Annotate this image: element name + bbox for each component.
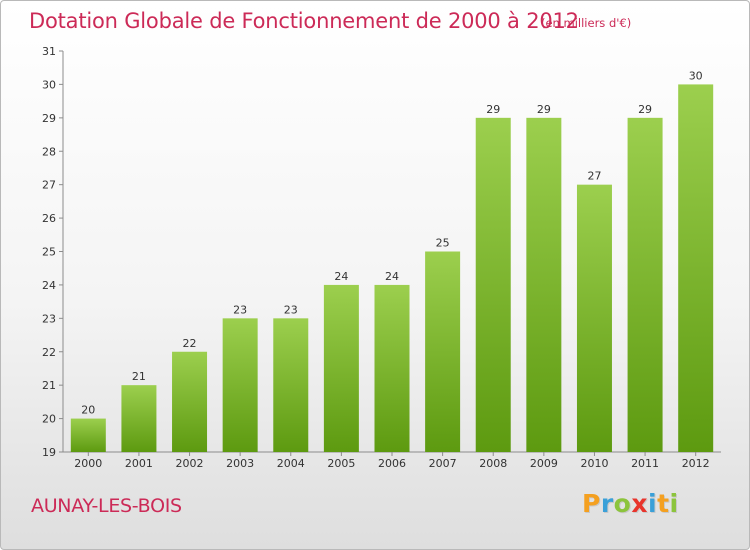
bar <box>172 351 208 452</box>
x-tick-label: 2007 <box>429 457 457 470</box>
logo-letter: r <box>600 489 614 518</box>
x-tick-label: 2004 <box>277 457 305 470</box>
x-tick-label: 2001 <box>125 457 153 470</box>
logo-letter: t <box>657 489 670 518</box>
data-label: 29 <box>537 103 551 116</box>
logo-letter: x <box>631 489 648 518</box>
x-tick-label: 2006 <box>378 457 406 470</box>
data-label: 24 <box>334 270 348 283</box>
bar <box>273 318 309 452</box>
bar <box>70 418 106 452</box>
data-label: 23 <box>284 303 298 316</box>
data-label: 23 <box>233 303 247 316</box>
bar <box>576 184 612 452</box>
y-tick-label: 30 <box>42 78 56 91</box>
data-label: 30 <box>689 69 703 82</box>
bar <box>678 84 714 453</box>
data-label: 22 <box>183 337 197 350</box>
data-label: 27 <box>587 170 601 183</box>
y-tick-label: 21 <box>42 379 56 392</box>
x-tick-label: 2002 <box>176 457 204 470</box>
proxiti-logo: Proxiti <box>582 489 679 518</box>
chart-units: (en milliers d'€) <box>541 16 632 30</box>
x-tick-label: 2012 <box>682 457 710 470</box>
y-tick-label: 23 <box>42 312 56 325</box>
chart-title: Dotation Globale de Fonctionnement de 20… <box>29 9 579 33</box>
x-tick-label: 2003 <box>226 457 254 470</box>
x-tick-label: 2005 <box>327 457 355 470</box>
logo-letter: P <box>582 489 601 518</box>
data-label: 29 <box>638 103 652 116</box>
y-tick-label: 28 <box>42 145 56 158</box>
data-label: 21 <box>132 370 146 383</box>
bar <box>475 117 511 452</box>
x-tick-label: 2000 <box>74 457 102 470</box>
bar <box>374 284 410 452</box>
y-tick-label: 31 <box>42 45 56 58</box>
y-tick-label: 22 <box>42 346 56 359</box>
bar <box>323 284 359 452</box>
x-tick-label: 2011 <box>631 457 659 470</box>
data-label: 25 <box>436 237 450 250</box>
y-tick-label: 25 <box>42 246 56 259</box>
y-tick-label: 24 <box>42 279 56 292</box>
bar <box>627 117 663 452</box>
data-label: 24 <box>385 270 399 283</box>
y-tick-label: 29 <box>42 112 56 125</box>
bar <box>222 318 258 452</box>
y-tick-label: 27 <box>42 179 56 192</box>
logo-letter: o <box>613 489 632 518</box>
data-label: 20 <box>81 404 95 417</box>
bar <box>121 385 157 452</box>
data-label: 29 <box>486 103 500 116</box>
bar <box>526 117 562 452</box>
y-tick-label: 19 <box>42 446 56 459</box>
x-tick-label: 2010 <box>580 457 608 470</box>
x-tick-label: 2008 <box>479 457 507 470</box>
y-tick-label: 26 <box>42 212 56 225</box>
x-tick-label: 2009 <box>530 457 558 470</box>
logo-letter: i <box>648 489 658 518</box>
logo-letter: i <box>669 489 679 518</box>
bar <box>425 251 461 452</box>
y-tick-label: 20 <box>42 413 56 426</box>
commune-name: AUNAY-LES-BOIS <box>31 495 182 517</box>
